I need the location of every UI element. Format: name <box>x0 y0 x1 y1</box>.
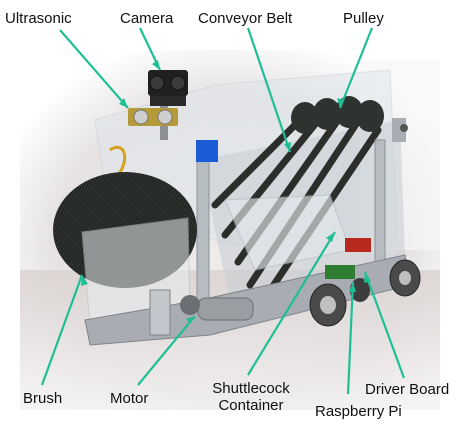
arrow-driver-board <box>363 271 406 379</box>
arrow-ultrasonic <box>59 29 129 109</box>
arrow-conveyor-belt <box>246 27 292 153</box>
arrow-raspberry-pi <box>346 281 355 395</box>
ultrasonic-sensor <box>128 108 178 126</box>
motor <box>180 295 254 321</box>
label-shuttlecock-container: Shuttlecock Container <box>206 380 296 414</box>
driver-board <box>345 238 371 252</box>
arrowhead-shuttlecock-container <box>326 232 335 242</box>
label-brush: Brush <box>23 390 63 407</box>
arrow-shuttlecock-container <box>247 231 336 376</box>
label-ultrasonic: Ultrasonic <box>5 10 72 27</box>
raspberry-pi-board <box>325 265 355 279</box>
arrowhead-ultrasonic <box>119 98 128 108</box>
arrowhead-driver-board <box>364 272 371 283</box>
side-bracket <box>149 289 171 336</box>
camera <box>148 70 188 106</box>
label-pulley: Pulley <box>343 10 384 27</box>
front-post <box>196 144 210 306</box>
label-raspberry-pi: Raspberry Pi <box>315 403 402 420</box>
wheels <box>309 259 421 327</box>
rear-post <box>374 139 386 266</box>
arrowhead-raspberry-pi <box>349 282 356 292</box>
label-driver-board: Driver Board <box>365 381 450 398</box>
arrow-motor <box>137 315 196 386</box>
arrow-heads <box>81 60 371 324</box>
label-motor: Motor <box>110 390 149 407</box>
arrowhead-conveyor-belt <box>284 142 291 152</box>
arrow-brush <box>40 274 84 386</box>
arrow-pulley <box>338 27 374 109</box>
arrowhead-brush <box>81 275 88 286</box>
arrowhead-camera <box>152 60 160 70</box>
label-shuttlecock-line1: Shuttlecock <box>212 380 290 397</box>
blue-tape <box>196 140 218 162</box>
sensor-wires <box>109 146 127 176</box>
label-conveyor-belt: Conveyor Belt <box>198 10 293 27</box>
callout-arrows <box>40 27 406 395</box>
arrowhead-motor <box>186 316 195 324</box>
arrowhead-pulley <box>337 98 344 108</box>
label-shuttlecock-line2: Container <box>218 397 284 414</box>
label-camera: Camera <box>120 10 174 27</box>
pulley-rollers <box>291 96 408 142</box>
